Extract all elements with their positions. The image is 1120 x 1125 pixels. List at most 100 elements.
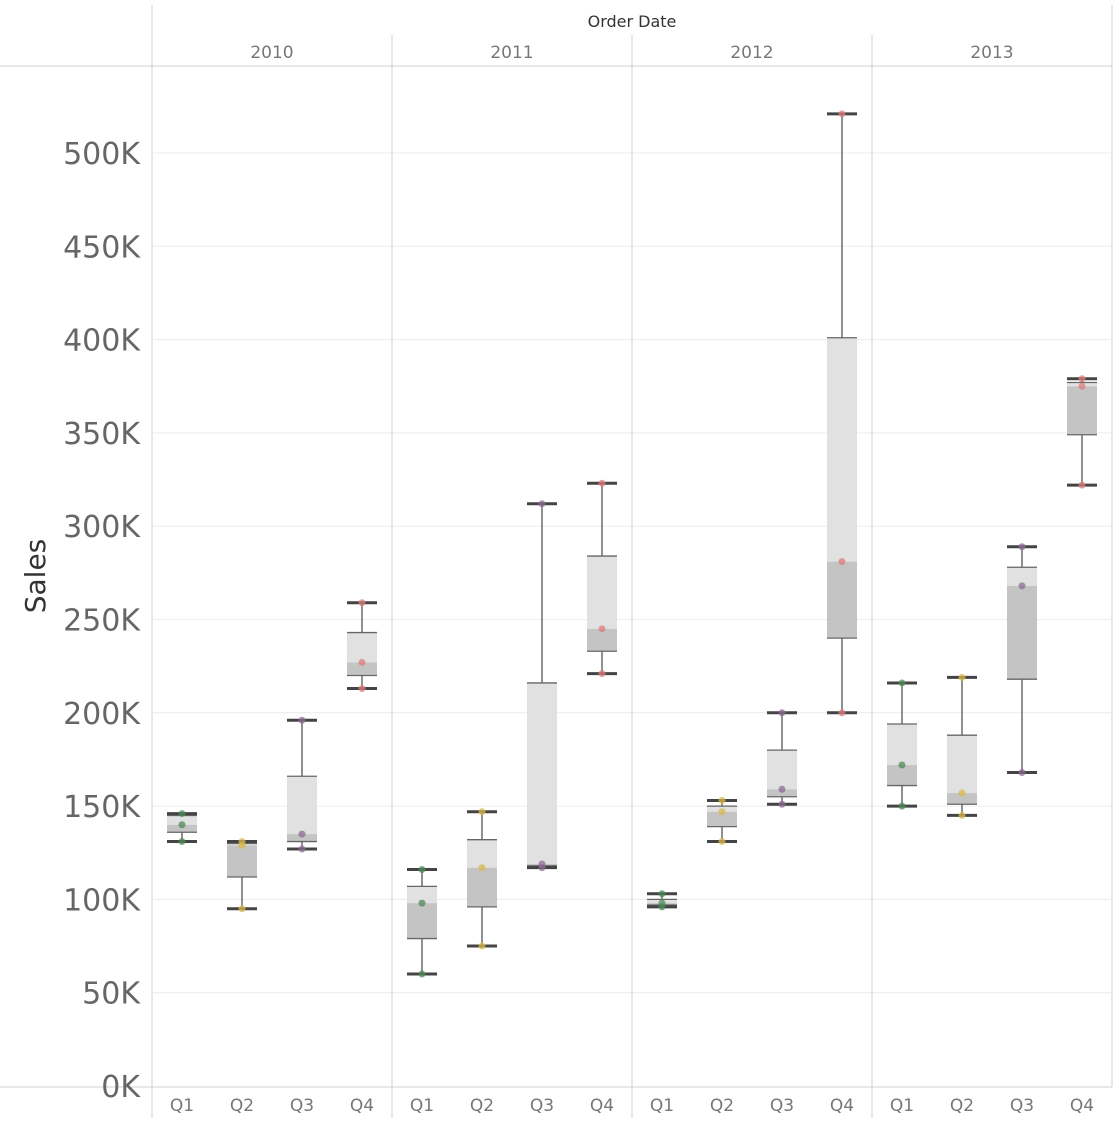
y-tick-label: 100K <box>63 883 141 918</box>
data-point <box>418 866 426 874</box>
x-tick-label: Q1 <box>170 1096 194 1116</box>
box-2013-Q1 <box>887 679 917 810</box>
data-point <box>1018 543 1026 551</box>
box-upper-half <box>767 750 797 790</box>
data-point <box>898 761 906 769</box>
x-tick-label: Q2 <box>230 1096 254 1116</box>
box-upper-half <box>827 337 857 562</box>
data-point <box>358 685 366 693</box>
x-tick-label: Q2 <box>950 1096 974 1116</box>
y-tick-label: 500K <box>63 137 141 172</box>
data-point <box>958 789 966 797</box>
data-point <box>718 838 726 846</box>
box-plots <box>167 110 1097 978</box>
data-point <box>1078 375 1086 383</box>
data-point <box>298 716 306 724</box>
box-2011-Q1 <box>407 866 437 978</box>
box-lower-half <box>467 867 497 907</box>
box-lower-half <box>767 789 797 797</box>
year-label-2011: 2011 <box>490 43 533 63</box>
data-point <box>478 942 486 950</box>
y-tick-label: 300K <box>63 510 141 545</box>
data-point <box>298 845 306 853</box>
box-2010-Q1 <box>167 810 197 846</box>
x-tick-label: Q1 <box>650 1096 674 1116</box>
data-point <box>358 658 366 666</box>
data-point <box>178 821 186 829</box>
data-point <box>418 899 426 907</box>
y-axis-ticks: 0K 50K 100K 150K 200K 250K 300K 350K 400K 450K 500… <box>63 137 141 1105</box>
box-upper-half <box>527 682 557 864</box>
box-2013-Q4 <box>1067 375 1097 489</box>
box-lower-half <box>827 561 857 639</box>
x-tick-label: Q3 <box>290 1096 314 1116</box>
data-point <box>898 679 906 687</box>
y-tick-label: 0K <box>101 1070 141 1105</box>
x-tick-label: Q1 <box>410 1096 434 1116</box>
box-lower-half <box>347 662 377 676</box>
data-point <box>1018 582 1026 590</box>
data-point <box>598 479 606 487</box>
box-upper-half <box>1007 567 1037 586</box>
data-point <box>778 709 786 717</box>
data-point <box>838 558 846 566</box>
data-point <box>178 810 186 818</box>
data-point <box>478 808 486 816</box>
data-point <box>598 670 606 678</box>
x-tick-label: Q2 <box>470 1096 494 1116</box>
data-point <box>718 808 726 816</box>
box-upper-half <box>887 723 917 766</box>
box-lower-half <box>167 824 197 833</box>
box-2011-Q2 <box>467 808 497 950</box>
y-tick-label: 200K <box>63 697 141 732</box>
box-upper-half <box>467 839 497 868</box>
box-upper-half <box>407 886 437 904</box>
x-tick-label: Q1 <box>890 1096 914 1116</box>
box-lower-half <box>707 811 737 827</box>
year-dividers <box>391 35 873 1118</box>
data-point <box>1018 769 1026 777</box>
box-lower-half <box>227 845 257 878</box>
data-point <box>778 800 786 808</box>
header-title: Order Date <box>588 12 677 31</box>
box-lower-half <box>947 793 977 805</box>
box-2010-Q3 <box>287 716 317 853</box>
data-point <box>958 673 966 681</box>
chart-frame <box>0 5 1113 1118</box>
box-lower-half <box>407 903 437 939</box>
x-tick-label: Q4 <box>350 1096 374 1116</box>
data-point <box>178 838 186 846</box>
x-tick-label: Q2 <box>710 1096 734 1116</box>
box-2012-Q2 <box>707 797 737 846</box>
box-2012-Q1 <box>647 890 677 911</box>
y-tick-label: 400K <box>63 324 141 359</box>
box-2011-Q4 <box>587 479 617 678</box>
box-2010-Q2 <box>227 838 257 913</box>
box-lower-half <box>287 834 317 842</box>
box-2012-Q4 <box>827 110 857 717</box>
data-point <box>658 899 666 907</box>
year-label-2013: 2013 <box>970 43 1013 63</box>
x-tick-label: Q3 <box>1010 1096 1034 1116</box>
box-upper-half <box>167 815 197 825</box>
y-tick-label: 50K <box>82 977 141 1012</box>
box-upper-half <box>947 735 977 794</box>
data-point <box>238 838 246 846</box>
x-tick-label: Q4 <box>1070 1096 1094 1116</box>
year-label-2012: 2012 <box>730 43 773 63</box>
data-point <box>718 797 726 805</box>
year-labels: 2010 2011 2012 2013 <box>250 43 1013 63</box>
box-upper-half <box>587 556 617 629</box>
box-2011-Q3 <box>527 500 557 872</box>
data-point <box>418 970 426 978</box>
data-point <box>838 110 846 118</box>
data-point <box>538 500 546 508</box>
y-axis-label: Sales <box>19 539 52 614</box>
data-point <box>658 890 666 898</box>
data-point <box>238 905 246 913</box>
data-point <box>598 625 606 633</box>
box-2010-Q4 <box>347 599 377 693</box>
data-point <box>298 830 306 838</box>
box-lower-half <box>1007 585 1037 680</box>
